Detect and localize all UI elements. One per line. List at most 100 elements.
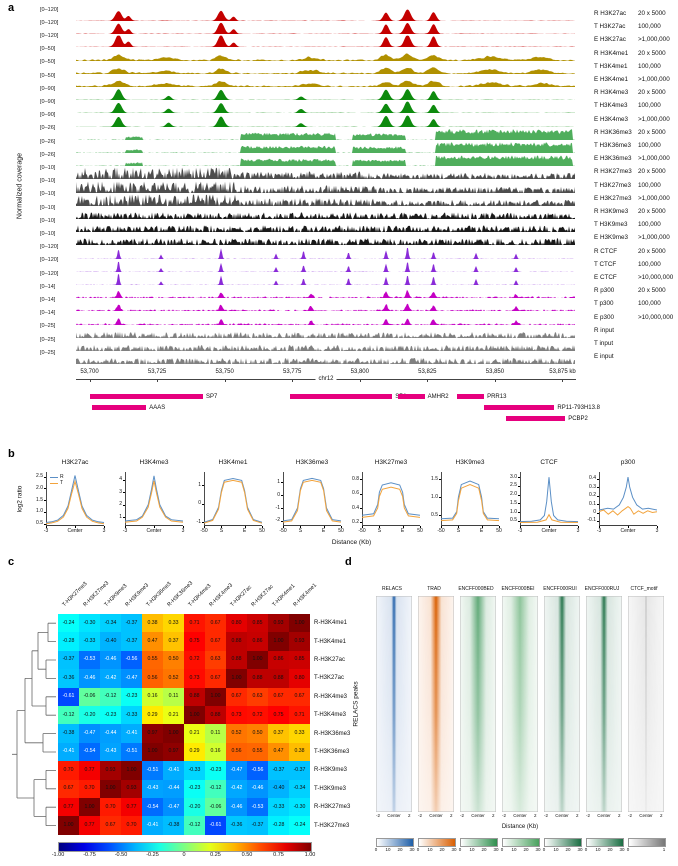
correlation-cell: -0.37	[268, 761, 289, 780]
track-name-label: T H3K9me3	[594, 221, 628, 229]
metaprofile-plot	[440, 472, 500, 526]
x-tick-label: E	[400, 528, 405, 534]
series-T	[282, 479, 342, 523]
strip-xmin-label: -2	[586, 813, 591, 818]
track-name-label: R H3K27me3	[594, 168, 632, 176]
series-T	[598, 505, 658, 516]
y-tick-mark	[597, 520, 599, 522]
correlation-cell: 0.55	[142, 650, 163, 670]
strip-center-label: Center	[387, 813, 401, 818]
correlation-cell: -0.12	[100, 687, 121, 706]
x-tick-label: 50	[496, 528, 502, 534]
x-tick-label: E	[321, 528, 326, 534]
track-range-label: [0–14]	[40, 310, 56, 317]
strip-xmax-label: 2	[618, 813, 621, 818]
dendrogram	[12, 622, 56, 826]
correlation-cell: 0.16	[205, 742, 226, 762]
x-tick-mark	[262, 526, 263, 528]
track-cells-label: 100,000	[638, 23, 661, 31]
correlation-cell: -0.54	[79, 742, 100, 762]
x-tick-label: E	[242, 528, 247, 534]
y-tick-label: 3	[119, 488, 122, 495]
y-tick-mark	[360, 508, 362, 509]
track-cells-label: 20 x 5000	[638, 89, 666, 97]
correlation-cell: -0.36	[58, 669, 79, 688]
heatmap-strip-title: RELACS	[381, 586, 402, 592]
metaprofile-svg	[361, 472, 421, 526]
y-tick-mark	[44, 500, 46, 501]
track-range-label: [0–10]	[40, 230, 56, 237]
correlation-cell: 0.56	[142, 669, 163, 688]
correlation-cell: 1.00	[79, 798, 100, 817]
track-cells-label: 20 x 5000	[638, 287, 666, 295]
strip-colorbar-tick: 20	[439, 847, 445, 852]
x-tick-mark	[362, 526, 363, 528]
metaprofile-plot	[45, 472, 105, 526]
y-tick-mark	[439, 479, 441, 480]
y-tick-label: 1	[277, 478, 280, 485]
correlation-cell: -0.33	[79, 632, 100, 651]
heatmap-row-label: T-H3K4me3	[314, 712, 347, 719]
metaprofile-plot	[282, 472, 342, 526]
track-range-label: [0–26]	[40, 151, 56, 158]
strip-colorbar-tick: 10	[385, 847, 391, 852]
x-tick-label: -50	[358, 528, 366, 534]
correlation-cell: 0.75	[184, 632, 205, 651]
metaprofile-plot	[203, 472, 263, 526]
strip-colorbar	[460, 838, 498, 847]
track-name-label: T H3K4me1	[594, 62, 628, 70]
heatmap-row-label: T-H3K36me3	[314, 749, 350, 755]
strip-xmax-label: 2	[408, 813, 411, 818]
coverage-signal	[76, 9, 575, 21]
y-tick-label: 0	[198, 500, 201, 507]
x-tick-label: -3	[517, 528, 523, 534]
track-name-label: T input	[594, 340, 614, 347]
correlation-cell: 0.63	[205, 650, 226, 670]
correlation-cell: -0.56	[121, 650, 142, 670]
gene-name-label: AAAS	[149, 404, 166, 411]
y-tick-label: 0.4	[352, 504, 359, 511]
y-tick-label: 1.0	[510, 508, 517, 515]
series-R	[361, 482, 421, 516]
y-tick-mark	[281, 508, 283, 509]
correlation-cell: -0.23	[205, 761, 226, 780]
x-tick-mark	[599, 526, 600, 528]
coverage-signal	[76, 22, 575, 35]
correlation-cell: 0.67	[226, 687, 247, 706]
track-name-label: R H3K9me3	[594, 208, 629, 215]
y-tick-mark	[360, 522, 362, 523]
correlation-cell: 1.00	[142, 742, 163, 762]
x-tick-label: -3	[596, 528, 602, 534]
gene-name-label: SP7	[206, 393, 218, 400]
y-tick-label: 0.4	[589, 475, 596, 482]
heatmap-row-label: R-H3K4me1	[314, 620, 348, 627]
peak-heatmap-strip	[628, 596, 664, 812]
correlation-cell: 0.37	[268, 724, 289, 743]
metaprofile-plot	[361, 472, 421, 526]
correlation-cell: 0.70	[79, 779, 100, 798]
correlation-cell: 0.72	[247, 706, 268, 725]
colorbar-tick-label: 1.00	[304, 852, 316, 858]
chromosome-label: chr12	[315, 376, 337, 382]
correlation-cell: 0.93	[121, 779, 142, 798]
track-name-label: E H3K4me3	[594, 115, 628, 123]
correlation-cell: -0.20	[79, 706, 100, 725]
correlation-cell: 0.33	[163, 614, 184, 633]
track-cells-label: >1,000,000	[638, 76, 670, 83]
x-tick-label: -50	[200, 528, 208, 534]
correlation-cell: -0.46	[226, 798, 247, 817]
correlation-cell: -0.46	[79, 669, 100, 688]
x-tick-label: Center	[541, 528, 557, 534]
x-tick-mark	[578, 526, 579, 528]
strip-colorbar-tick: 1	[662, 847, 666, 852]
heatmap-strip-title: TRAD	[427, 586, 441, 592]
track-cells-label: 20 x 5000	[638, 10, 666, 17]
strip-colorbar-tick: 20	[607, 847, 613, 852]
correlation-cell: -0.61	[58, 687, 79, 706]
track-range-label: [0–90]	[40, 112, 56, 119]
strip-xmax-label: 2	[450, 813, 453, 818]
correlation-cell: -0.33	[184, 761, 205, 780]
y-tick-label: -1	[275, 504, 280, 511]
strip-center-label: Center	[513, 813, 527, 818]
correlation-cell: -0.53	[79, 650, 100, 670]
